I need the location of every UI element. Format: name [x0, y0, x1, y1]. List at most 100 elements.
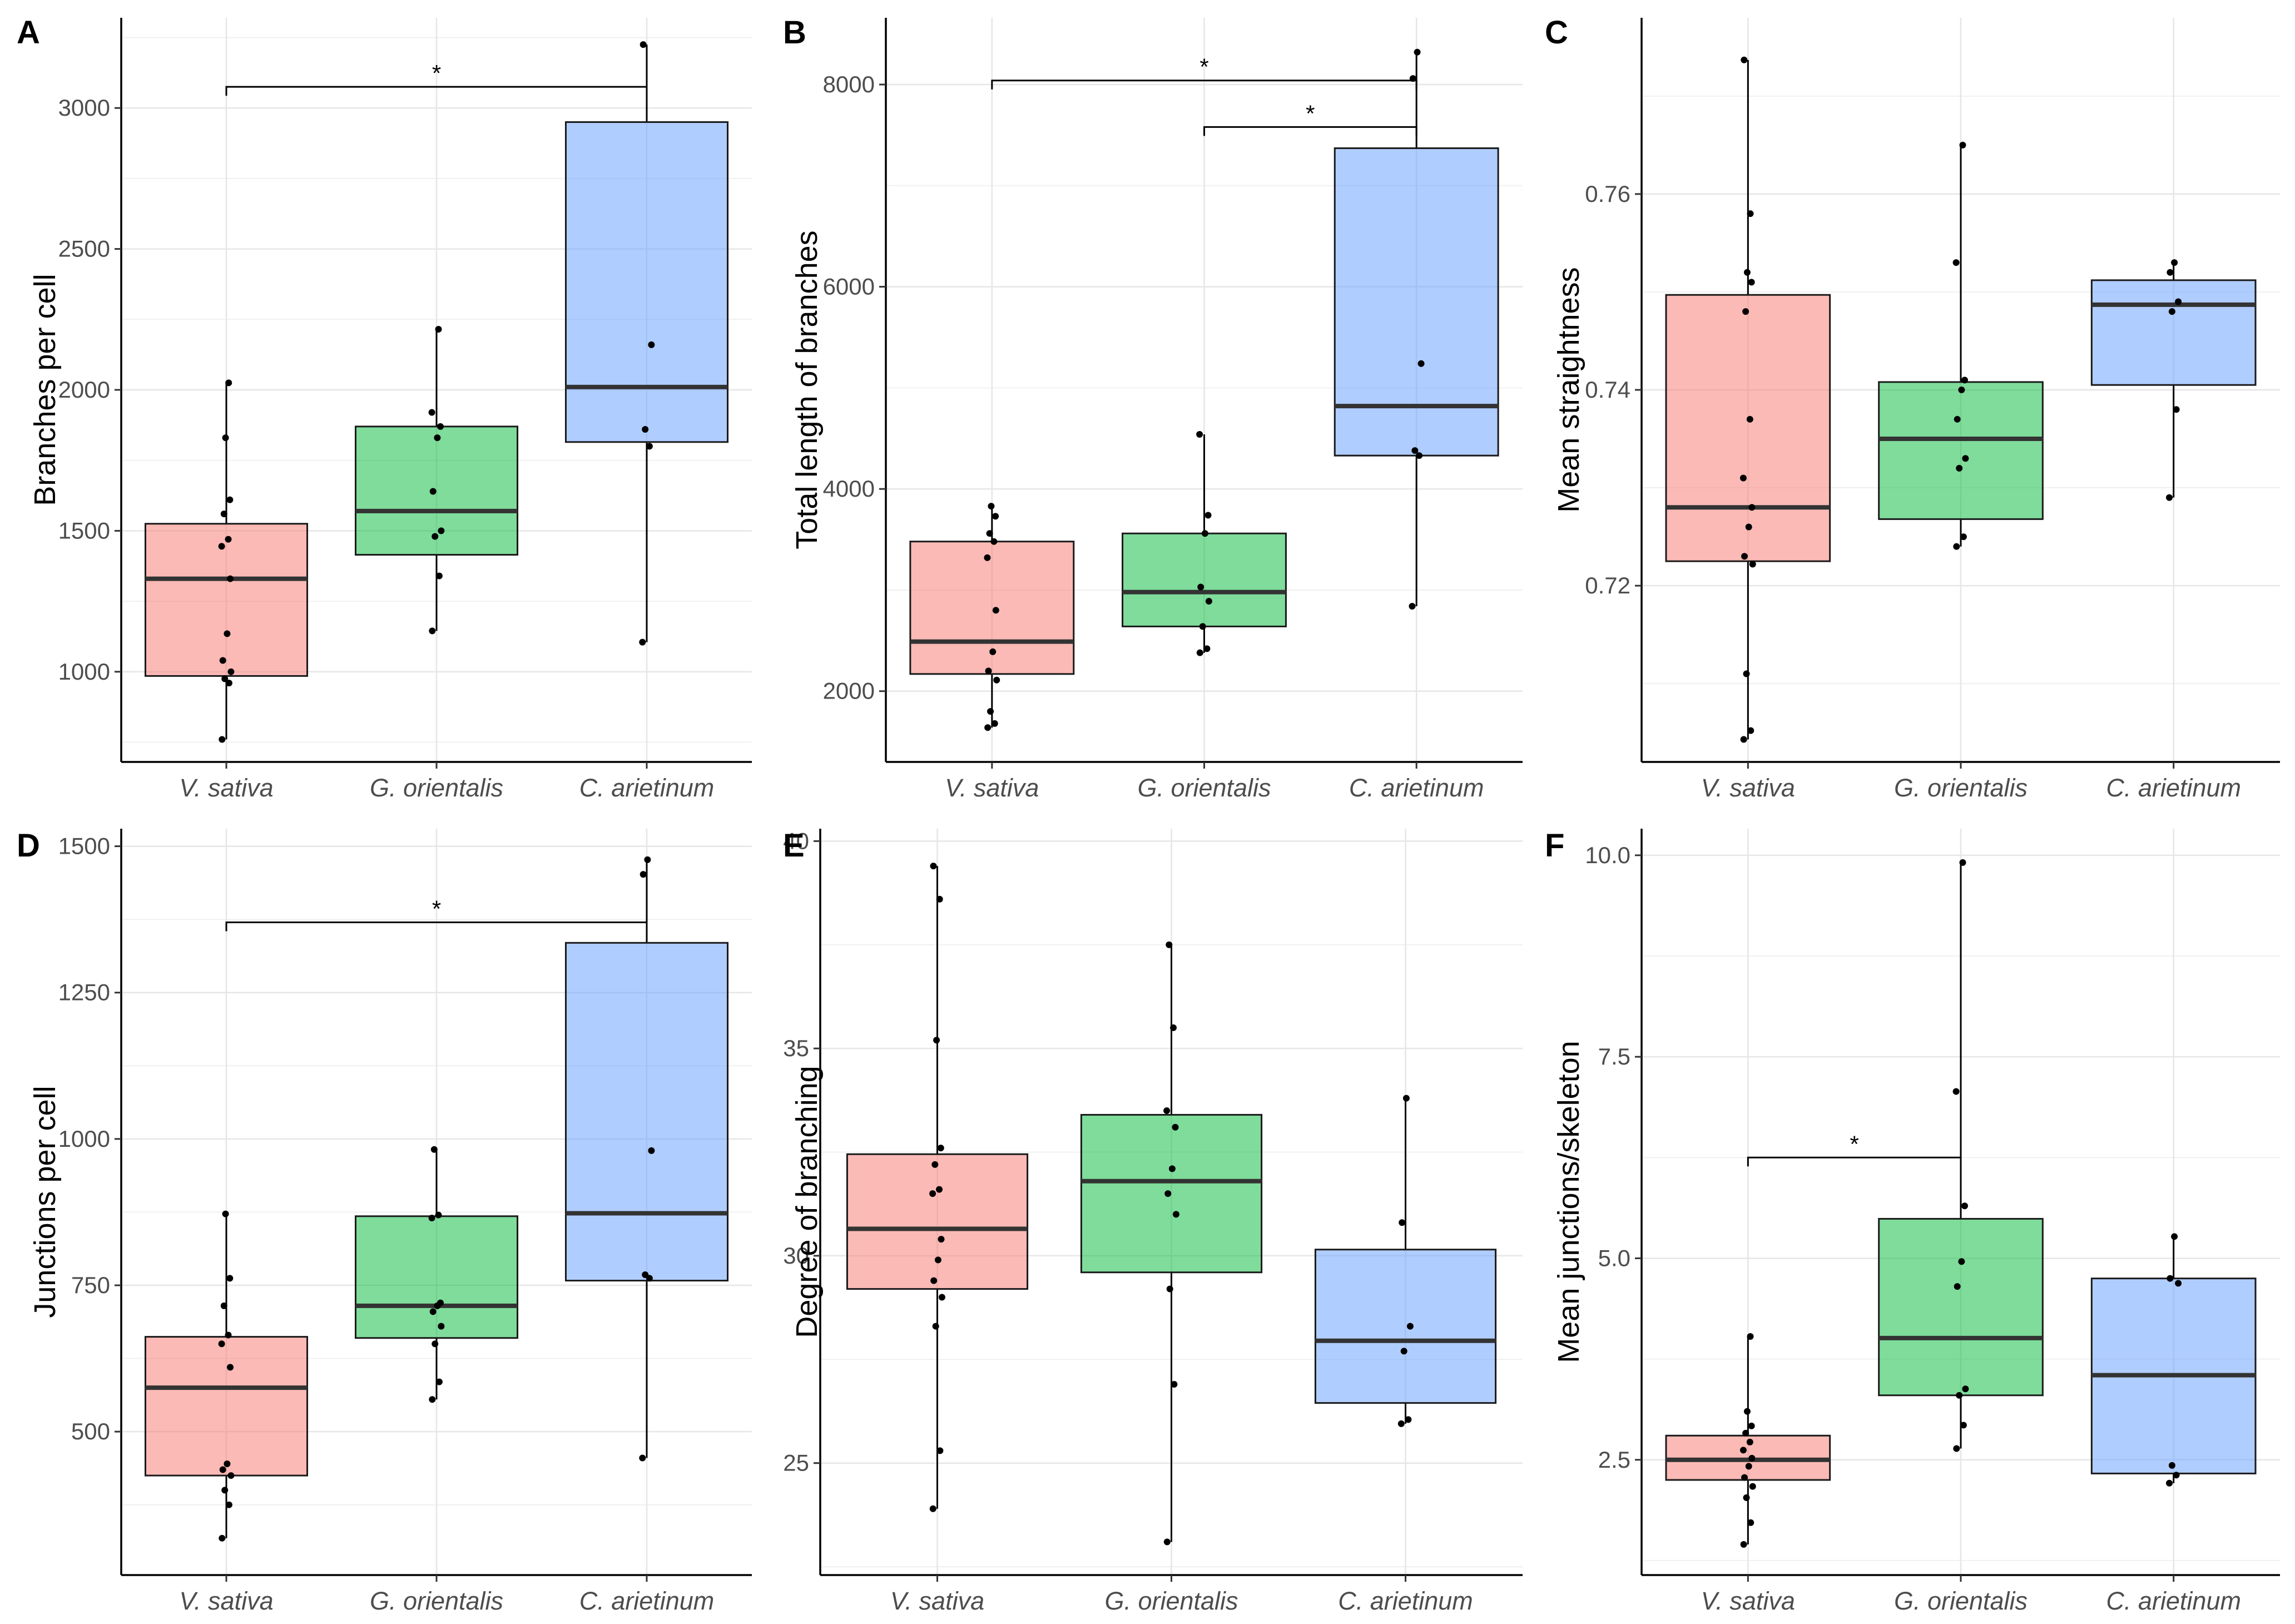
x-tick-label: V. sativa — [179, 1587, 273, 1615]
panel-c-points-v-sativa — [1739, 56, 1756, 743]
data-point — [931, 1161, 939, 1168]
panel-a-box-c-arietinum — [564, 44, 729, 642]
significance-label: * — [1850, 1131, 1858, 1157]
panel-b-points-v-sativa — [984, 503, 1000, 731]
data-point — [227, 1364, 234, 1371]
data-point — [1747, 1333, 1754, 1340]
data-point — [932, 1323, 939, 1330]
data-point — [2173, 406, 2180, 413]
y-tick-label: 2000 — [823, 678, 875, 704]
data-point — [1417, 360, 1425, 367]
data-point — [432, 533, 439, 540]
panel-f-box-c-arietinum — [2090, 1236, 2257, 1483]
y-tick-label: 1000 — [58, 658, 110, 685]
data-point — [2165, 494, 2173, 501]
y-tick-label: 1500 — [58, 833, 110, 859]
panel-c-box-g-orientalis — [1878, 145, 2044, 547]
data-point — [1743, 1494, 1750, 1501]
panel-d-points-g-orientalis — [428, 1146, 445, 1403]
panel-b: * * 2000 4000 6000 8000 V. sativa G. orientalis… — [783, 14, 1523, 802]
panel-a-points-c-arietinum — [639, 41, 655, 646]
data-point — [992, 607, 999, 614]
panel-e-box-v-sativa — [846, 866, 1029, 1509]
data-point — [1205, 597, 1212, 605]
data-point — [1203, 645, 1211, 652]
box-iqr — [1080, 1113, 1263, 1274]
data-point — [1743, 269, 1751, 276]
panel-e: 25 30 35 40 V. sativa G. orientalis C. arietin… — [783, 828, 1523, 1615]
data-point — [1399, 1219, 1406, 1226]
panel-f-y-axis-title: Mean junctions/skeleton — [1552, 1041, 1585, 1363]
y-tick-label: 2000 — [58, 377, 110, 403]
data-point — [1748, 1422, 1755, 1429]
panel-a-letter: A — [17, 14, 40, 51]
panel-c-points-c-arietinum — [2165, 259, 2182, 501]
data-point — [1748, 1454, 1756, 1462]
significance-label: * — [432, 895, 441, 922]
data-point — [434, 434, 441, 442]
data-point — [993, 676, 1000, 684]
box-iqr — [1878, 381, 2044, 520]
y-tick-label: 2500 — [58, 236, 110, 262]
data-point — [1164, 1190, 1172, 1197]
significance-bracket — [1747, 1156, 1962, 1167]
data-point — [989, 648, 997, 655]
data-point — [1172, 1211, 1179, 1218]
x-tick-label: G. orientalis — [1894, 774, 2028, 802]
data-point — [1416, 452, 1423, 459]
panel-b-letter: B — [783, 14, 806, 51]
data-point — [933, 1037, 940, 1044]
significance-label: * — [1306, 100, 1315, 126]
panel-f-points-v-sativa — [1739, 1333, 1756, 1548]
data-point — [987, 708, 994, 715]
data-point — [937, 1145, 944, 1152]
data-point — [227, 575, 234, 582]
data-point — [2173, 1472, 2180, 1479]
data-point — [1747, 1519, 1754, 1526]
data-point — [1960, 1422, 1967, 1429]
data-point — [1170, 1024, 1177, 1031]
y-tick-label: 3000 — [58, 95, 110, 121]
significance-bracket — [225, 86, 648, 96]
data-point — [642, 1271, 649, 1279]
panel-c-letter: C — [1545, 14, 1568, 51]
data-point — [429, 627, 436, 635]
data-point — [640, 871, 647, 878]
data-point — [2168, 1462, 2175, 1469]
y-tick-label: 5.0 — [1598, 1245, 1630, 1271]
data-point — [1168, 1165, 1176, 1172]
data-point — [225, 536, 232, 543]
data-point — [1199, 623, 1206, 630]
box-iqr — [1878, 1217, 2044, 1397]
y-tick-label: 0.72 — [1585, 572, 1630, 598]
panel-e-letter: E — [783, 828, 805, 864]
panel-a-points-g-orientalis — [428, 326, 445, 635]
data-point — [1397, 1420, 1405, 1427]
y-tick-label: 1250 — [58, 979, 110, 1006]
data-point — [646, 443, 653, 450]
data-point — [1956, 1392, 1963, 1399]
y-tick-label: 750 — [71, 1272, 110, 1298]
data-point — [1201, 530, 1208, 537]
x-tick-label: C. arietinum — [579, 1587, 715, 1615]
data-point — [1952, 1088, 1960, 1095]
panel-c-points-g-orientalis — [1952, 141, 1969, 550]
data-point — [1954, 1283, 1961, 1290]
data-point — [2165, 1479, 2173, 1487]
data-point — [936, 895, 943, 903]
data-point — [1741, 56, 1748, 63]
box-iqr — [1334, 147, 1499, 457]
data-point — [1746, 1438, 1753, 1445]
data-point — [429, 1308, 437, 1315]
panel-a: * 1000 1500 2000 2500 3000 V. sativa G. orienta… — [17, 14, 752, 802]
data-point — [219, 657, 226, 664]
data-point — [984, 554, 991, 561]
box-iqr — [564, 121, 729, 443]
data-point — [218, 543, 225, 550]
data-point — [1411, 447, 1419, 454]
data-point — [218, 1340, 225, 1348]
y-tick-label: 30 — [783, 1242, 809, 1269]
x-tick-label: C. arietinum — [1349, 774, 1484, 802]
data-point — [1743, 670, 1750, 677]
